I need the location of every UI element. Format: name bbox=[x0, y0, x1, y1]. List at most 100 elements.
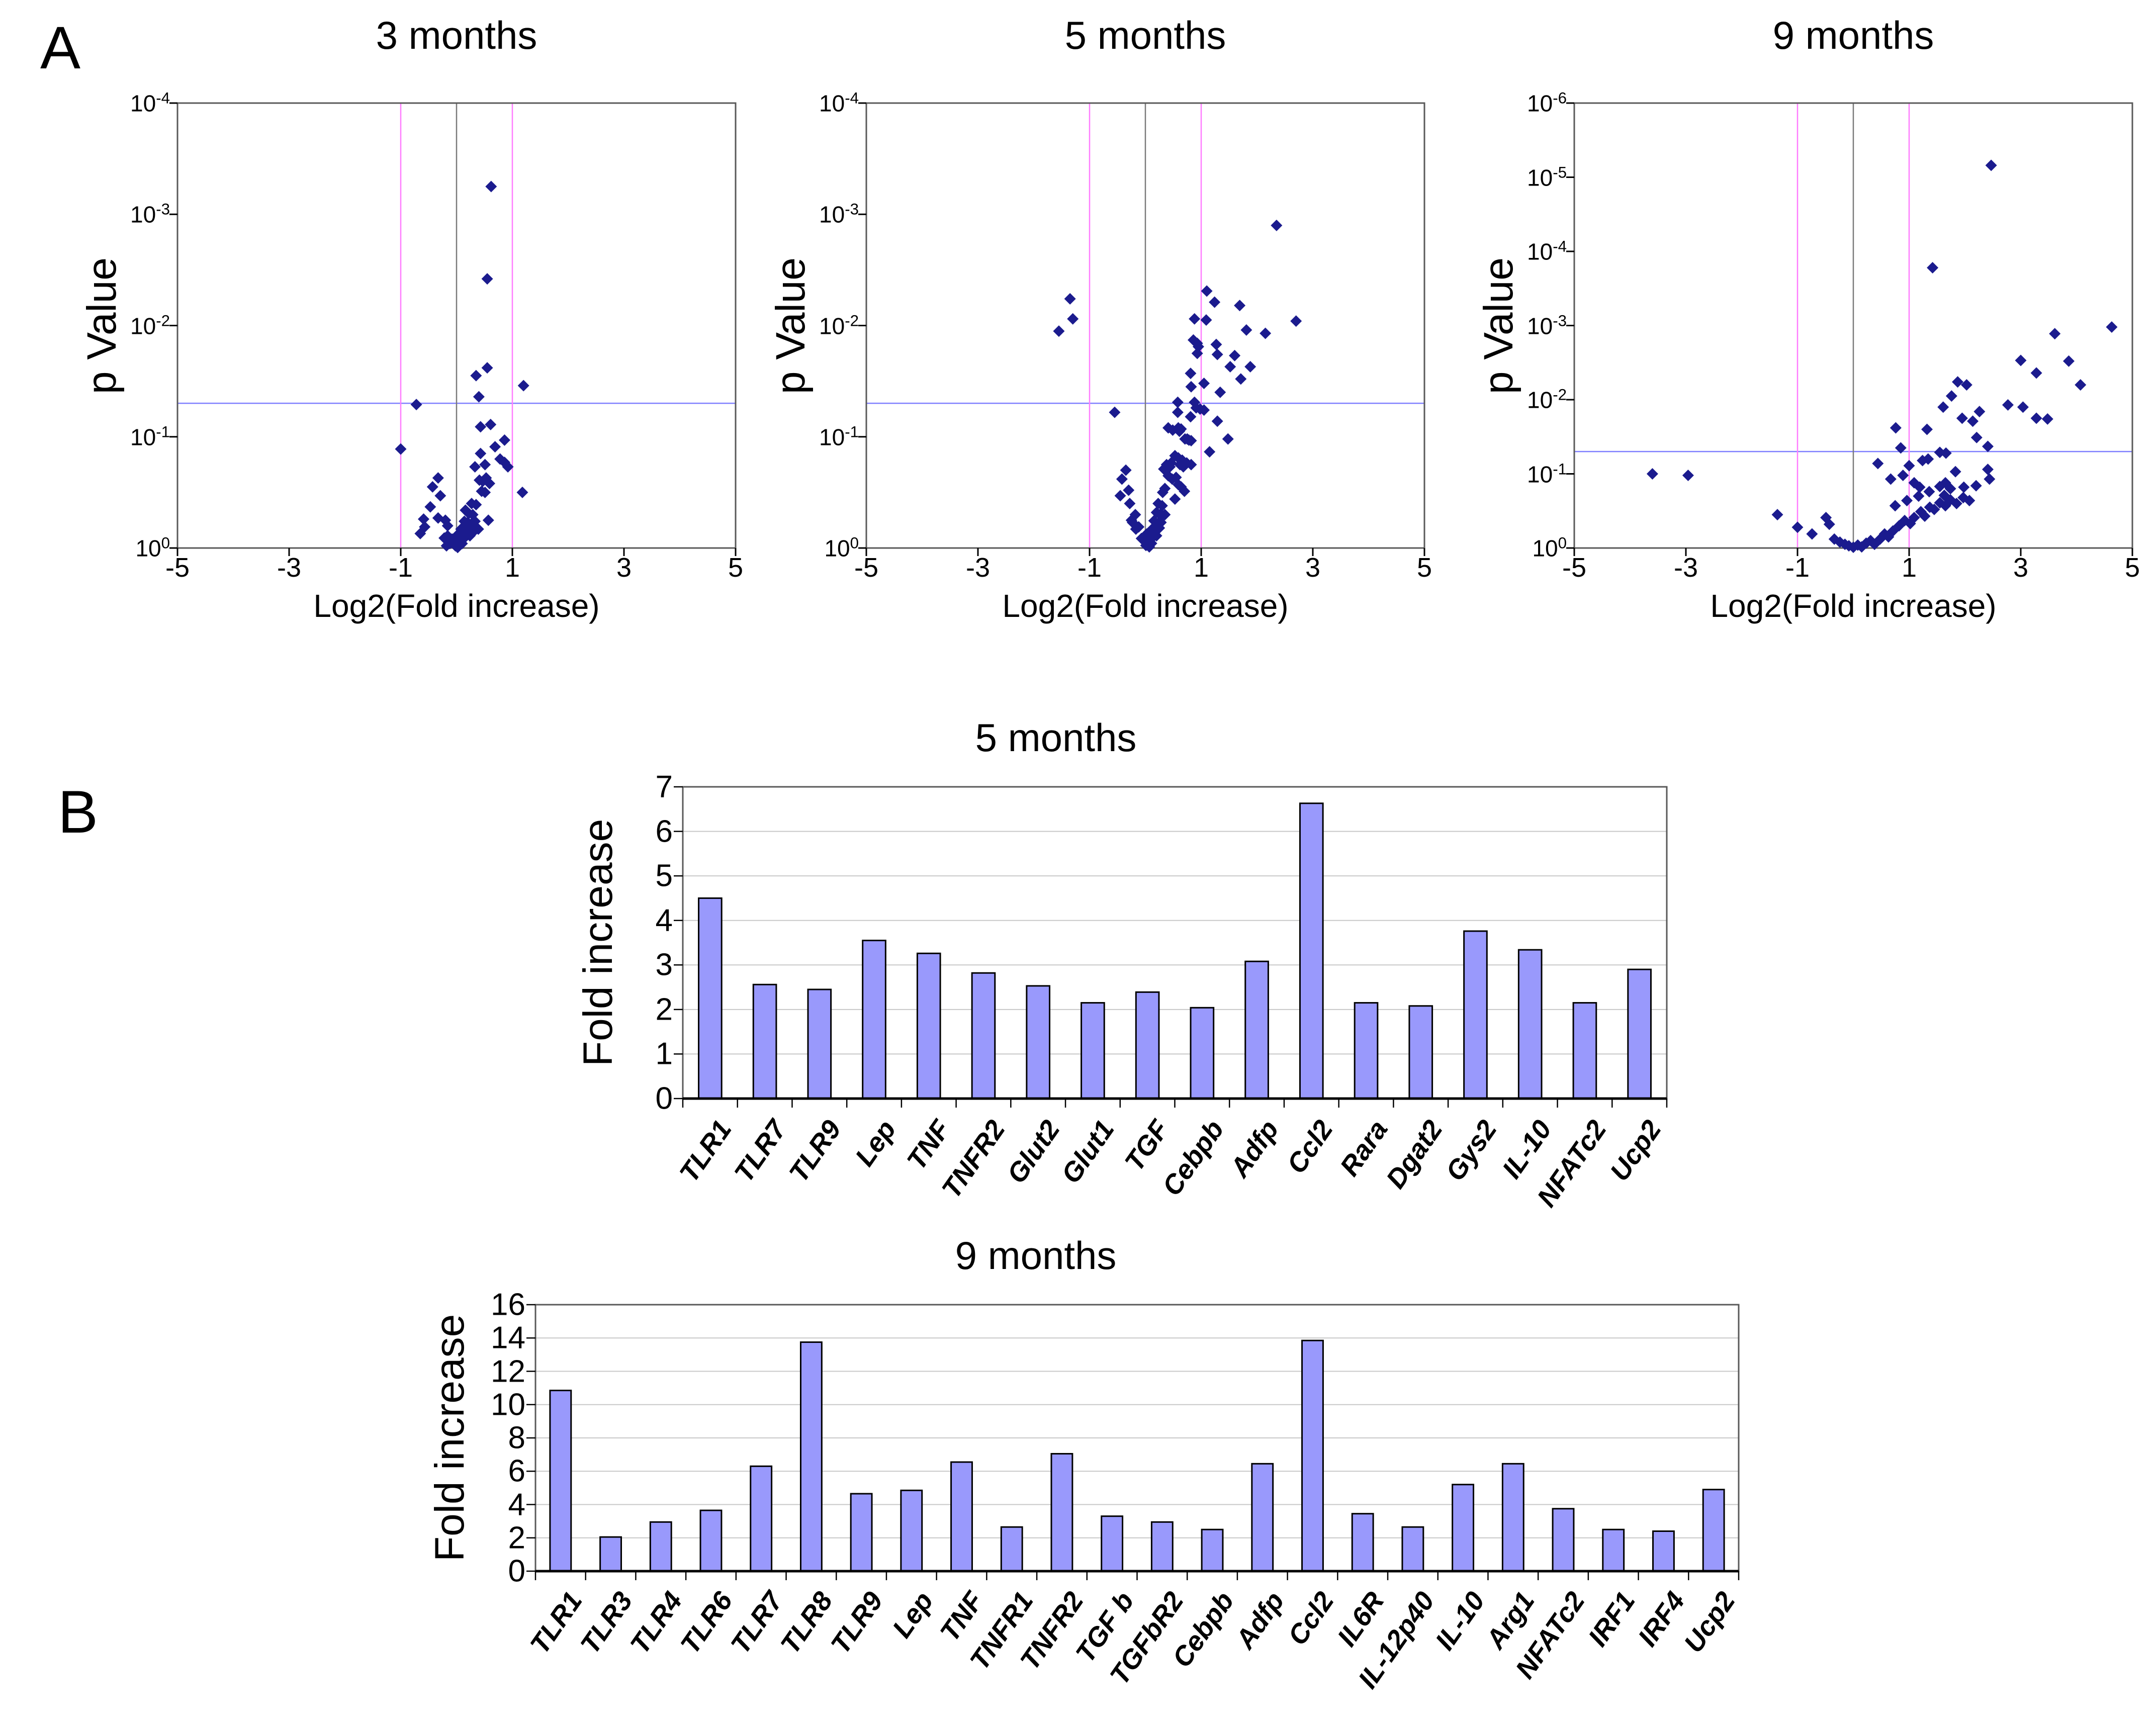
x-tick-label: -1 bbox=[1077, 553, 1102, 583]
data-point-diamond bbox=[1940, 447, 1952, 459]
data-point-diamond bbox=[1970, 431, 1983, 443]
data-point-diamond bbox=[1904, 517, 1916, 529]
bar bbox=[971, 972, 996, 1100]
data-point-diamond bbox=[481, 362, 493, 374]
data-point-diamond bbox=[1967, 415, 1979, 427]
bar bbox=[549, 1390, 572, 1572]
x-tick-label: 1 bbox=[1193, 553, 1209, 583]
data-point-diamond bbox=[1973, 406, 1986, 418]
barchart-9mo-y-tick-labels: 0 2 4 6 8 10 12 14 16 bbox=[455, 1288, 525, 1589]
y-tick-label: 3 bbox=[655, 947, 673, 982]
data-point-diamond bbox=[2030, 367, 2042, 379]
data-point-diamond bbox=[1923, 486, 1935, 498]
data-point-diamond bbox=[1970, 480, 1982, 492]
y-tick-label: 10-2 bbox=[1527, 386, 1567, 413]
volcano-5mo-title: 5 months bbox=[1064, 13, 1226, 57]
volcano-9mo-x-axis-label: Log2(Fold increase) bbox=[1710, 588, 1997, 624]
data-point-diamond bbox=[1984, 473, 1996, 485]
data-point-diamond bbox=[483, 478, 495, 490]
data-point-diamond bbox=[1928, 503, 1940, 515]
data-point-diamond bbox=[1952, 376, 1964, 388]
bar bbox=[752, 983, 777, 1100]
data-point-diamond bbox=[1109, 406, 1121, 418]
bar bbox=[1135, 991, 1160, 1100]
data-point-diamond bbox=[2062, 355, 2075, 367]
data-point-diamond bbox=[485, 418, 497, 430]
data-point-diamond bbox=[1806, 528, 1818, 540]
data-point-diamond bbox=[1982, 440, 1994, 452]
data-point-diamond bbox=[1963, 495, 1975, 507]
data-point-diamond bbox=[482, 514, 494, 526]
data-point-diamond bbox=[419, 521, 431, 533]
y-tick-label: 7 bbox=[655, 769, 673, 804]
data-point-diamond bbox=[1229, 349, 1241, 361]
y-tick-label: 1 bbox=[655, 1036, 673, 1071]
bar bbox=[799, 1341, 823, 1572]
data-point-diamond bbox=[1823, 518, 1835, 530]
data-point-diamond bbox=[1924, 501, 1936, 513]
x-tick-label: -1 bbox=[1785, 553, 1810, 583]
data-point-diamond bbox=[1937, 401, 1949, 413]
y-tick-label: 10-2 bbox=[819, 311, 859, 339]
data-point-diamond bbox=[1945, 390, 1957, 402]
y-tick-label: 0 bbox=[655, 1081, 673, 1116]
volcano-3mo-x-axis-label: Log2(Fold increase) bbox=[313, 588, 600, 624]
data-point-diamond bbox=[1172, 406, 1184, 418]
data-point-diamond bbox=[479, 486, 491, 498]
volcano-9mo-y-tick-labels: 10-6 10-5 10-4 10-3 10-2 10-1 100 bbox=[1496, 89, 1567, 561]
data-point-diamond bbox=[516, 486, 528, 498]
data-point-diamond bbox=[1053, 325, 1065, 337]
data-point-diamond bbox=[1914, 481, 1926, 493]
barchart-5mo-y-tick-labels: 0 1 2 3 4 5 6 7 bbox=[602, 770, 673, 1116]
data-point-diamond bbox=[410, 399, 422, 411]
data-point-diamond bbox=[1949, 466, 1961, 478]
data-point-diamond bbox=[1235, 373, 1247, 385]
y-tick-label: 10-4 bbox=[130, 89, 170, 117]
data-point-diamond bbox=[1917, 455, 1929, 467]
data-point-diamond bbox=[2049, 328, 2061, 340]
bar bbox=[1301, 1339, 1324, 1572]
data-point-diamond bbox=[1985, 159, 1997, 171]
volcano-9mo-plot-area bbox=[1566, 102, 2133, 556]
y-tick-label: 10-3 bbox=[130, 200, 170, 228]
bar bbox=[900, 1489, 923, 1572]
bar bbox=[750, 1465, 773, 1572]
data-point-diamond bbox=[1958, 481, 1970, 493]
data-point-diamond bbox=[1950, 498, 1962, 509]
data-point-diamond bbox=[1185, 411, 1197, 423]
data-point-diamond bbox=[1204, 446, 1216, 458]
data-point-diamond bbox=[1175, 423, 1187, 435]
data-point-diamond bbox=[470, 499, 482, 511]
bar bbox=[698, 897, 723, 1100]
data-point-diamond bbox=[2075, 379, 2087, 391]
volcano-3mo-title: 3 months bbox=[376, 13, 537, 57]
data-point-diamond bbox=[1260, 327, 1272, 339]
data-point-diamond bbox=[1646, 468, 1658, 480]
volcano-5mo-y-tick-labels: 10-4 10-3 10-2 10-1 100 bbox=[788, 89, 859, 561]
data-point-diamond bbox=[517, 380, 529, 392]
y-tick-label: 10-1 bbox=[130, 423, 170, 450]
bar bbox=[1552, 1508, 1575, 1572]
volcano-9mo-x-tick-labels: -5 -3 -1 1 3 5 bbox=[1562, 552, 2140, 583]
data-point-diamond bbox=[452, 541, 464, 554]
data-point-diamond bbox=[1185, 381, 1197, 393]
y-tick-label: 2 bbox=[508, 1520, 525, 1556]
barchart-9mo-category-labels: TLR1 TLR3 TLR4 TLR6 TLR7 TLR8 TLR9 Lep TNF TNFR1 T… bbox=[524, 1580, 1741, 1725]
data-point-diamond bbox=[1120, 464, 1132, 476]
data-point-diamond bbox=[1156, 486, 1169, 498]
data-point-diamond bbox=[1209, 296, 1221, 308]
data-point-diamond bbox=[1884, 473, 1897, 485]
x-tick-label: -5 bbox=[165, 553, 190, 583]
y-tick-label: 100 bbox=[135, 534, 170, 562]
data-point-diamond bbox=[1934, 481, 1946, 493]
bar bbox=[1408, 1005, 1433, 1100]
y-tick-label: 4 bbox=[655, 903, 673, 938]
bar bbox=[1354, 1002, 1379, 1100]
volcano-3mo-plot-area bbox=[169, 102, 737, 556]
data-point-diamond bbox=[1889, 500, 1901, 512]
data-point-diamond bbox=[1222, 433, 1234, 445]
bar bbox=[1251, 1463, 1274, 1572]
y-tick-label: 14 bbox=[491, 1320, 525, 1355]
barchart-9mo-plot-area bbox=[526, 1304, 1740, 1580]
volcano-5mo-x-axis-label: Log2(Fold increase) bbox=[1002, 588, 1289, 624]
